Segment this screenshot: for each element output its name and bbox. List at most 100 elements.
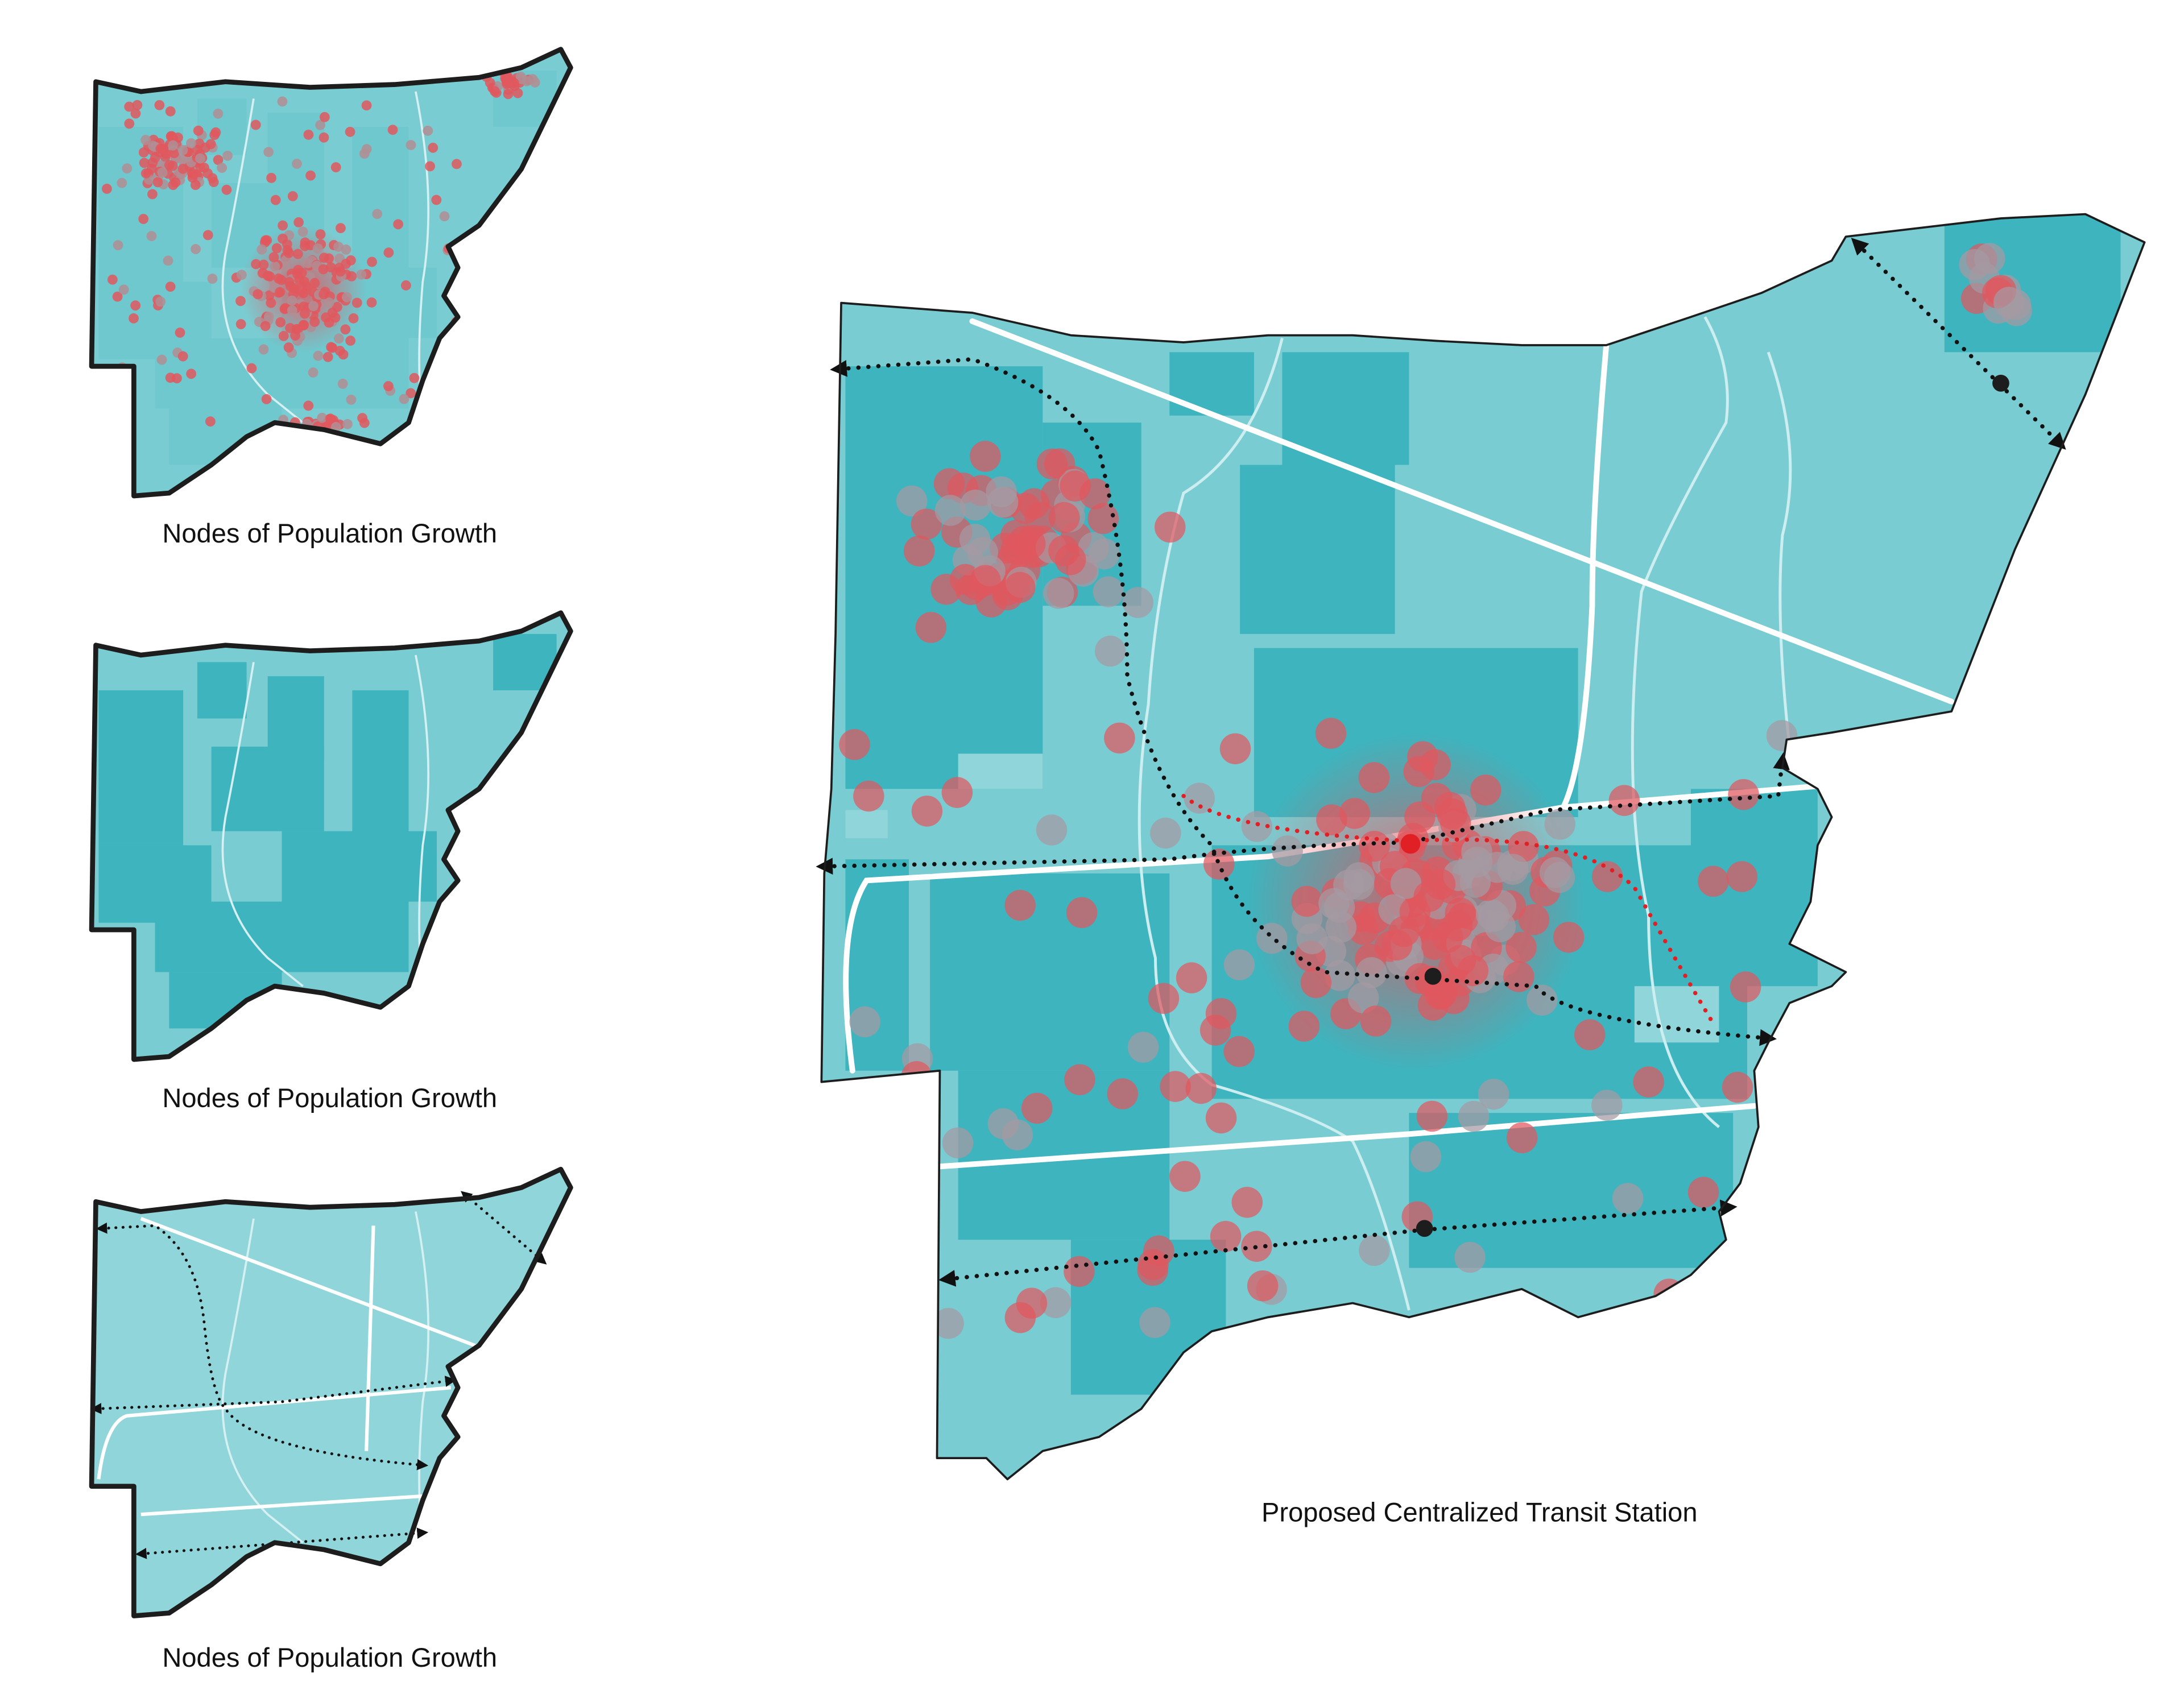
population-node bbox=[325, 413, 336, 424]
population-node bbox=[933, 1308, 964, 1339]
population-node bbox=[1139, 1307, 1170, 1338]
population-node bbox=[372, 209, 383, 220]
population-node bbox=[213, 155, 224, 165]
population-node bbox=[1687, 1177, 1719, 1208]
population-node bbox=[175, 328, 185, 338]
population-node bbox=[1288, 1010, 1320, 1042]
transit-line bbox=[90, 1376, 457, 1414]
population-node bbox=[296, 267, 307, 278]
population-node bbox=[1766, 720, 1798, 751]
population-node bbox=[130, 108, 141, 119]
population-node bbox=[258, 259, 269, 270]
population-node bbox=[335, 223, 346, 234]
population-node bbox=[318, 132, 329, 143]
population-node bbox=[297, 226, 308, 237]
population-node bbox=[271, 243, 282, 254]
main-map-fill bbox=[821, 214, 2145, 1480]
population-node bbox=[341, 292, 352, 303]
population-node bbox=[1036, 448, 1068, 480]
population-node bbox=[318, 289, 329, 300]
population-node bbox=[1155, 511, 1186, 543]
population-node bbox=[903, 535, 935, 567]
population-node bbox=[117, 177, 127, 188]
population-node bbox=[277, 96, 288, 107]
population-node bbox=[1169, 1161, 1201, 1192]
population-node bbox=[1231, 1187, 1263, 1218]
population-node bbox=[140, 135, 151, 145]
population-node bbox=[406, 388, 416, 399]
population-node bbox=[853, 780, 884, 812]
population-node bbox=[431, 194, 442, 205]
population-node bbox=[287, 191, 298, 201]
population-node bbox=[987, 486, 1019, 518]
population-node bbox=[285, 323, 296, 333]
population-node bbox=[1503, 961, 1534, 992]
population-node bbox=[1148, 983, 1180, 1014]
population-node bbox=[423, 126, 433, 136]
population-node bbox=[309, 316, 320, 327]
land-patch bbox=[155, 901, 409, 972]
population-node bbox=[348, 313, 359, 324]
population-node bbox=[1608, 785, 1640, 816]
population-node bbox=[1518, 904, 1550, 935]
panel-caption: Nodes of Population Growth bbox=[162, 1083, 497, 1113]
population-node bbox=[312, 243, 323, 254]
population-node bbox=[319, 111, 330, 122]
population-node bbox=[1219, 733, 1251, 764]
population-node bbox=[122, 163, 133, 174]
population-node bbox=[383, 381, 394, 391]
population-node bbox=[1203, 848, 1235, 880]
population-node bbox=[156, 354, 167, 365]
population-node bbox=[1358, 762, 1390, 793]
population-node bbox=[275, 317, 286, 328]
population-node bbox=[1506, 1122, 1538, 1154]
population-node bbox=[1478, 901, 1509, 932]
population-node bbox=[278, 220, 288, 231]
population-node bbox=[168, 140, 179, 151]
population-node bbox=[186, 368, 197, 379]
land-patch-light bbox=[958, 753, 1043, 789]
population-node bbox=[942, 1127, 974, 1159]
population-node bbox=[361, 100, 372, 111]
population-node bbox=[313, 350, 324, 361]
population-node bbox=[157, 144, 168, 155]
stop bbox=[1992, 374, 2009, 392]
small-map-fill bbox=[92, 49, 571, 496]
population-node bbox=[1482, 852, 1513, 883]
population-node bbox=[1176, 962, 1207, 993]
population-node bbox=[194, 138, 205, 149]
population-node bbox=[147, 189, 158, 200]
population-node bbox=[1359, 1235, 1390, 1266]
land-patch bbox=[197, 662, 247, 719]
population-node bbox=[1416, 1100, 1448, 1132]
population-node bbox=[322, 351, 333, 362]
main-map bbox=[816, 213, 2146, 1481]
population-node bbox=[409, 372, 420, 383]
population-node bbox=[217, 163, 228, 173]
population-node bbox=[118, 375, 128, 386]
population-node bbox=[915, 612, 947, 643]
population-node bbox=[333, 242, 344, 252]
population-node bbox=[970, 565, 1001, 597]
population-node bbox=[299, 308, 310, 319]
population-node bbox=[318, 252, 329, 263]
population-node bbox=[1185, 1072, 1217, 1104]
population-node bbox=[246, 363, 257, 374]
river bbox=[415, 91, 429, 423]
population-node bbox=[1726, 861, 1758, 892]
population-node bbox=[1205, 998, 1237, 1029]
small-map-outline bbox=[89, 610, 573, 1062]
population-node bbox=[366, 297, 377, 308]
population-node bbox=[292, 159, 302, 169]
population-node bbox=[1079, 478, 1111, 510]
population-node bbox=[195, 153, 205, 164]
population-node bbox=[221, 184, 232, 195]
population-node bbox=[300, 241, 311, 251]
population-node bbox=[124, 118, 135, 129]
population-node bbox=[1591, 1090, 1623, 1121]
population-node bbox=[318, 264, 329, 275]
population-node bbox=[1457, 955, 1488, 987]
main-caption: Proposed Centralized Transit Station bbox=[1261, 1497, 1698, 1527]
river bbox=[221, 662, 304, 987]
